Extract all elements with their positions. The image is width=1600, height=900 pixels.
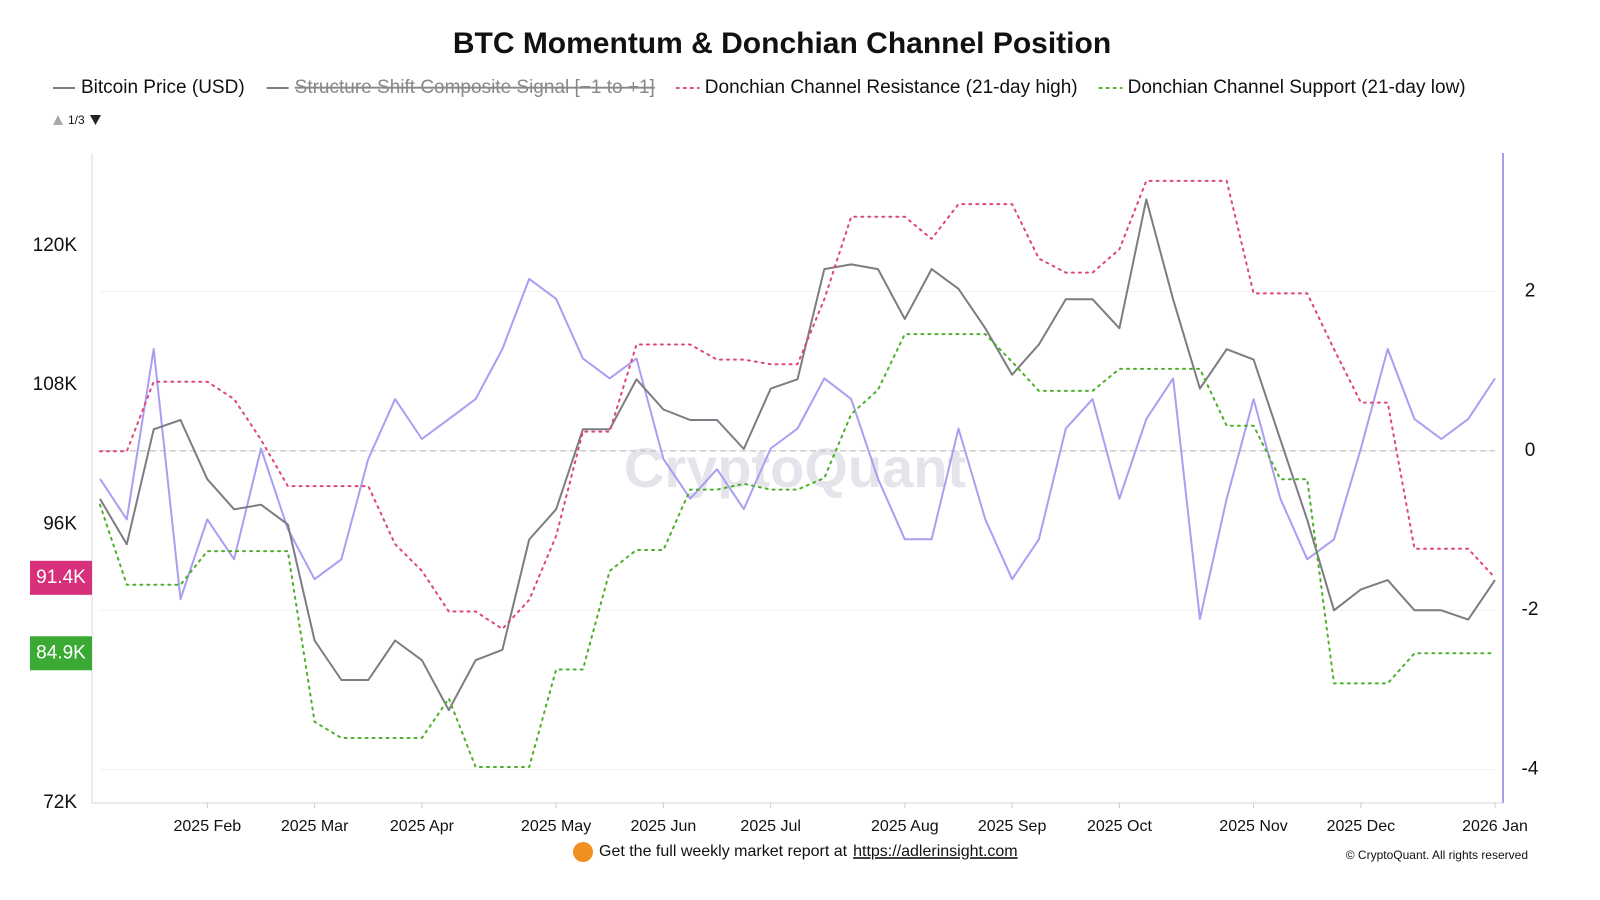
copyright: © CryptoQuant. All rights reserved (1346, 848, 1528, 862)
y-tick-label: 120K (33, 235, 78, 256)
y2-tick-label: 2 (1525, 281, 1536, 302)
watermark: CryptoQuant (624, 436, 966, 499)
series-line (99, 198, 1496, 712)
chart-title: BTC Momentum & Donchian Channel Position (453, 27, 1111, 60)
legend-label[interactable]: Bitcoin Price (USD) (81, 77, 245, 98)
legend-page: 1/3 (68, 113, 85, 127)
y-tick-label: 108K (33, 374, 78, 395)
x-tick-label: 2025 Feb (174, 818, 242, 835)
footer-text: Get the full weekly market report at (599, 843, 848, 860)
legend-label[interactable]: Donchian Channel Support (21-day low) (1128, 77, 1466, 98)
legend-prev[interactable] (53, 115, 63, 125)
last-value-badge (30, 560, 92, 595)
footer-icon (573, 842, 593, 862)
y-tick-label: 72K (43, 792, 77, 813)
channel-line (99, 333, 1496, 768)
series-line (99, 277, 1496, 620)
x-tick-label: 2025 Dec (1327, 818, 1396, 835)
x-tick-label: 2025 Nov (1219, 818, 1288, 835)
x-tick-label: 2026 Jan (1462, 818, 1528, 835)
x-tick-label: 2025 Jun (630, 818, 696, 835)
x-tick-label: 2025 Apr (390, 818, 455, 835)
legend-next[interactable] (90, 115, 101, 125)
x-tick-label: 2025 Oct (1087, 818, 1152, 835)
footer-link[interactable]: https://adlerinsight.com (853, 843, 1018, 860)
x-tick-label: 2025 Sep (978, 818, 1047, 835)
channel-line (99, 179, 1496, 630)
y2-tick-label: 0 (1525, 440, 1536, 461)
y2-tick-label: -2 (1522, 599, 1539, 620)
x-tick-label: 2025 May (521, 818, 591, 835)
x-tick-label: 2025 Aug (871, 818, 939, 835)
y2-tick-label: -4 (1522, 759, 1539, 780)
legend: Bitcoin Price (USD) Structure Shift Compo… (53, 77, 1466, 98)
legend-label[interactable]: Structure Shift Composite Signal [−1 to … (295, 77, 655, 98)
y-tick-label: 96K (43, 513, 77, 534)
x-tick-label: 2025 Mar (281, 818, 349, 835)
last-value-badge (30, 636, 92, 671)
last-value-label: 84.9K (36, 642, 86, 663)
legend-label[interactable]: Donchian Channel Resistance (21-day high… (705, 77, 1078, 98)
x-tick-label: 2025 Jul (740, 818, 801, 835)
last-value-label: 91.4K (36, 567, 86, 588)
